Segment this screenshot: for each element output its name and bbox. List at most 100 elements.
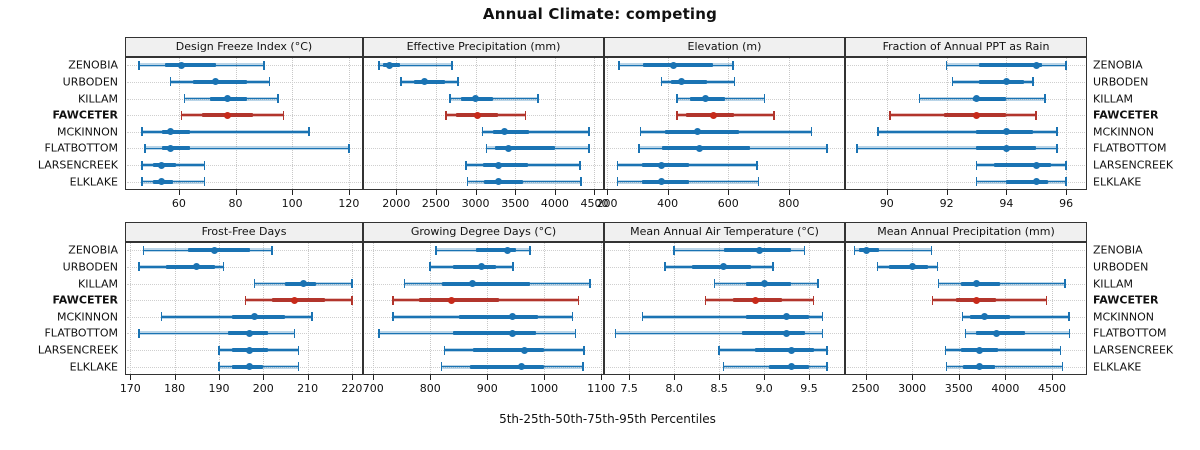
whisker-cap-right	[451, 60, 453, 70]
median-dot	[787, 363, 795, 371]
axis-tick-label: 600	[717, 197, 739, 210]
axis-tick	[235, 190, 237, 195]
median-dot	[158, 161, 166, 169]
whisker-cap-right	[1065, 60, 1067, 70]
site-label-left-elklake: ELKLAKE	[69, 175, 118, 189]
whisker-cap-right	[351, 295, 353, 305]
median-dot	[783, 313, 791, 321]
axis-tick	[1006, 190, 1008, 195]
axis-tick-label: 1100	[587, 382, 616, 395]
axis-tick	[667, 190, 669, 195]
row-guide	[365, 148, 602, 150]
site-label-right-urboden: URBODEN	[1093, 260, 1149, 274]
site-label-left-zenobia: ZENOBIA	[68, 58, 118, 72]
axis-tick-label: 90	[879, 197, 894, 210]
row-guide	[365, 81, 602, 83]
axis-tick-label: 92	[939, 197, 954, 210]
whisker-cap-left	[616, 160, 619, 170]
row-guide	[847, 266, 1085, 268]
percentile-range-line	[617, 164, 758, 166]
axis-tick	[130, 375, 132, 380]
whisker-cap-left	[218, 362, 220, 372]
axis-tick-label: 3000	[461, 197, 490, 210]
whisker-cap-left	[641, 312, 644, 322]
whisker-cap-right	[348, 143, 350, 153]
gridline	[865, 243, 867, 374]
panel-design-freeze-index-c	[125, 57, 363, 190]
whisker-cap-right	[1044, 94, 1046, 104]
gridline	[130, 243, 132, 374]
percentile-range-line	[938, 282, 1066, 285]
axis-tick	[601, 375, 603, 380]
percentile-range-line	[446, 114, 526, 116]
percentile-range-line	[450, 97, 539, 100]
whisker-cap-right	[282, 110, 285, 120]
site-label-right-fawceter: FAWCETER	[1093, 293, 1159, 307]
gridline	[719, 243, 721, 374]
axis-tick-label: 200	[596, 197, 618, 210]
gridline	[912, 243, 914, 374]
whisker-cap-left	[378, 328, 380, 338]
median-dot	[908, 263, 916, 271]
axis-tick-label: 94	[999, 197, 1014, 210]
axis-tick-label: 100	[281, 197, 303, 210]
axis-tick-label: 96	[1059, 197, 1074, 210]
median-dot	[787, 346, 795, 354]
gridline	[554, 58, 556, 189]
percentile-range-line	[889, 114, 1037, 116]
gridline	[307, 243, 309, 374]
whisker-cap-right	[732, 60, 734, 70]
median-dot	[972, 280, 980, 288]
median-dot	[472, 95, 480, 103]
axis-tick	[373, 375, 375, 380]
whisker-cap-left	[889, 110, 891, 120]
whisker-cap-left	[713, 279, 716, 289]
panel-strip-design-freeze-index-c: Design Freeze Index (°C)	[125, 37, 363, 57]
whisker-cap-left	[618, 60, 620, 70]
whisker-cap-left	[616, 177, 619, 187]
whisker-cap-right	[821, 312, 824, 322]
median-dot	[504, 144, 512, 152]
gridline	[544, 243, 546, 374]
site-label-right-larsencreek: LARSENCREEK	[1093, 158, 1174, 172]
whisker-cap-right	[1035, 110, 1037, 120]
axis-tick-label: 4000	[991, 382, 1020, 395]
percentile-range-line	[723, 365, 827, 368]
row-guide	[127, 300, 361, 302]
whisker-cap-right	[1045, 295, 1048, 305]
whisker-cap-right	[277, 94, 279, 104]
axis-tick	[958, 375, 960, 380]
whisker-cap-left	[951, 77, 954, 87]
whisker-cap-left	[141, 177, 143, 187]
percentile-range-line	[441, 365, 583, 368]
median-dot	[1002, 128, 1010, 136]
gridline	[788, 58, 790, 189]
percentile-range-line	[705, 299, 814, 301]
percentile-range-line	[218, 349, 299, 351]
whisker-cap-left	[945, 362, 948, 372]
median-dot	[677, 78, 685, 86]
whisker-cap-right	[293, 328, 296, 338]
percentile-range-line	[638, 147, 827, 150]
axis-tick	[809, 375, 811, 380]
whisker-cap-right	[812, 295, 815, 305]
median-dot	[478, 263, 485, 271]
axis-tick-label: 170	[119, 382, 141, 395]
percentile-range-line	[144, 147, 349, 150]
axis-tick-label: 9.0	[755, 382, 773, 395]
whisker-cap-left	[638, 143, 640, 153]
percentile-range-line	[965, 332, 1070, 335]
axis-tick-label: 2000	[382, 197, 411, 210]
axis-tick	[307, 375, 309, 380]
percentile-range-line	[719, 349, 827, 351]
axis-tick	[174, 375, 176, 380]
axis-tick-label: 220	[341, 382, 363, 395]
panel-mean-annual-precipitation-mm	[845, 242, 1087, 375]
axis-tick	[487, 375, 489, 380]
whisker-cap-right	[297, 362, 300, 372]
axis-tick	[515, 190, 517, 195]
whisker-cap-left	[138, 328, 140, 338]
percentile-caption: 5th-25th-50th-75th-95th Percentiles	[499, 412, 716, 426]
whisker-cap-right	[351, 279, 353, 289]
